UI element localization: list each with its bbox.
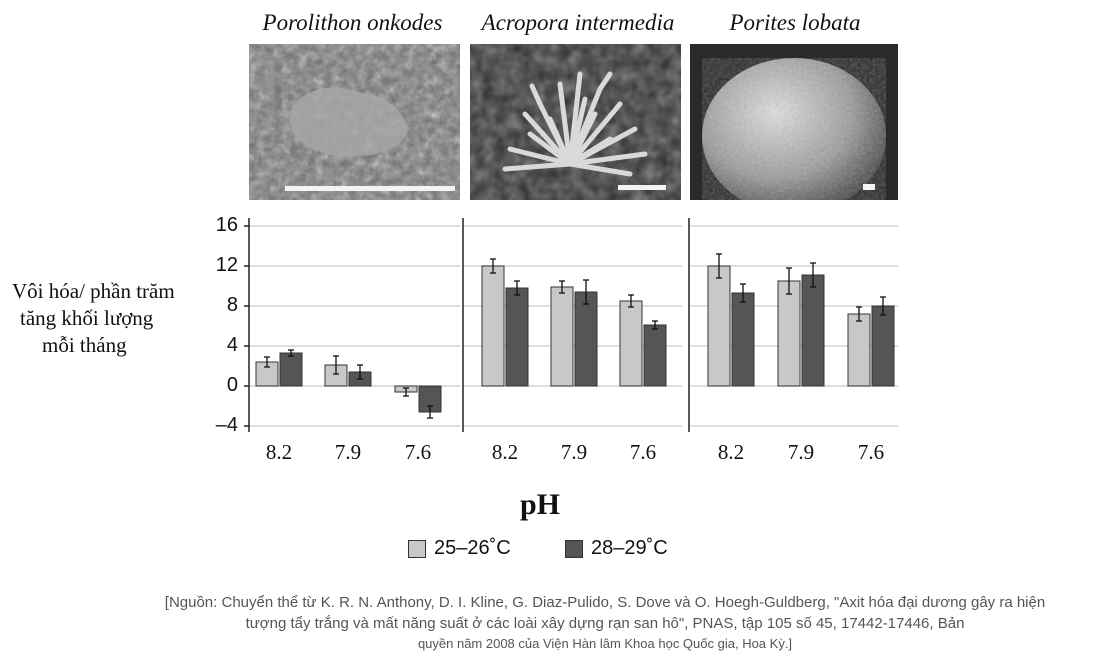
bar [619, 300, 643, 387]
x-tick-label: 8.2 [491, 440, 519, 464]
bar [481, 265, 505, 387]
x-tick-label: 7.6 [857, 440, 885, 464]
bar [394, 385, 418, 393]
y-tick-label: 16 [215, 214, 238, 236]
scale-bar [618, 185, 666, 190]
panel-title-1: Porolithon onkodes [262, 10, 443, 35]
bar [777, 280, 801, 387]
y-tick-label: 12 [215, 254, 238, 276]
bar [847, 313, 871, 387]
legend-label-1: 25–26˚C [434, 537, 511, 559]
x-tick-label: 7.6 [629, 440, 657, 464]
bar [643, 324, 667, 387]
x-tick-label: 7.9 [334, 440, 362, 464]
bar [418, 385, 442, 413]
y-axis-label-line-1: Vôi hóa/ phần trăm [12, 279, 175, 303]
source-line-2: tượng tẩy trắng và mất năng suất ở các l… [245, 615, 965, 632]
bar [871, 305, 895, 387]
bar [550, 286, 574, 387]
y-tick-label: 8 [226, 294, 238, 316]
source-line-3: quyền năm 2008 của Viện Hàn lâm Khoa học… [417, 636, 793, 651]
scale-bar [285, 186, 455, 191]
y-axis-label: Vôi hóa/ phần trăm tăng khối lượng mỗi t… [12, 278, 175, 359]
photo-porolithon [249, 44, 460, 200]
bar [731, 292, 755, 387]
y-tick-label: 0 [226, 374, 238, 396]
bar [707, 265, 731, 387]
bar [279, 352, 303, 387]
legend-label-2: 28–29˚C [591, 537, 668, 559]
x-tick-label: 7.6 [404, 440, 432, 464]
x-tick-label: 8.2 [717, 440, 745, 464]
y-axis-label-line-2: tăng khối lượng [20, 306, 154, 330]
y-tick-label: –4 [215, 414, 238, 436]
y-tick-label: 4 [226, 334, 238, 356]
legend-swatch-light [408, 539, 426, 558]
source-line-1: [Nguồn: Chuyển thể từ K. R. N. Anthony, … [164, 594, 1046, 611]
x-axis-label: pH [519, 488, 561, 521]
bar [574, 291, 598, 387]
legend-item-1: 25–26˚C [408, 537, 511, 560]
bar [255, 361, 279, 387]
bar [348, 371, 372, 387]
bar [801, 274, 825, 387]
panel-title-3: Porites lobata [729, 10, 861, 35]
bar [505, 287, 529, 387]
y-axis-label-line-3: mỗi tháng [42, 333, 127, 357]
scale-bar [863, 184, 875, 190]
panel-title-2: Acropora intermedia [481, 10, 675, 35]
x-tick-label: 8.2 [265, 440, 293, 464]
photo-acropora [470, 44, 681, 200]
x-tick-label: 7.9 [560, 440, 588, 464]
legend-item-2: 28–29˚C [565, 537, 668, 560]
photo-porites [690, 44, 898, 200]
bar [324, 364, 348, 387]
x-tick-label: 7.9 [787, 440, 815, 464]
legend-swatch-dark [565, 539, 583, 558]
